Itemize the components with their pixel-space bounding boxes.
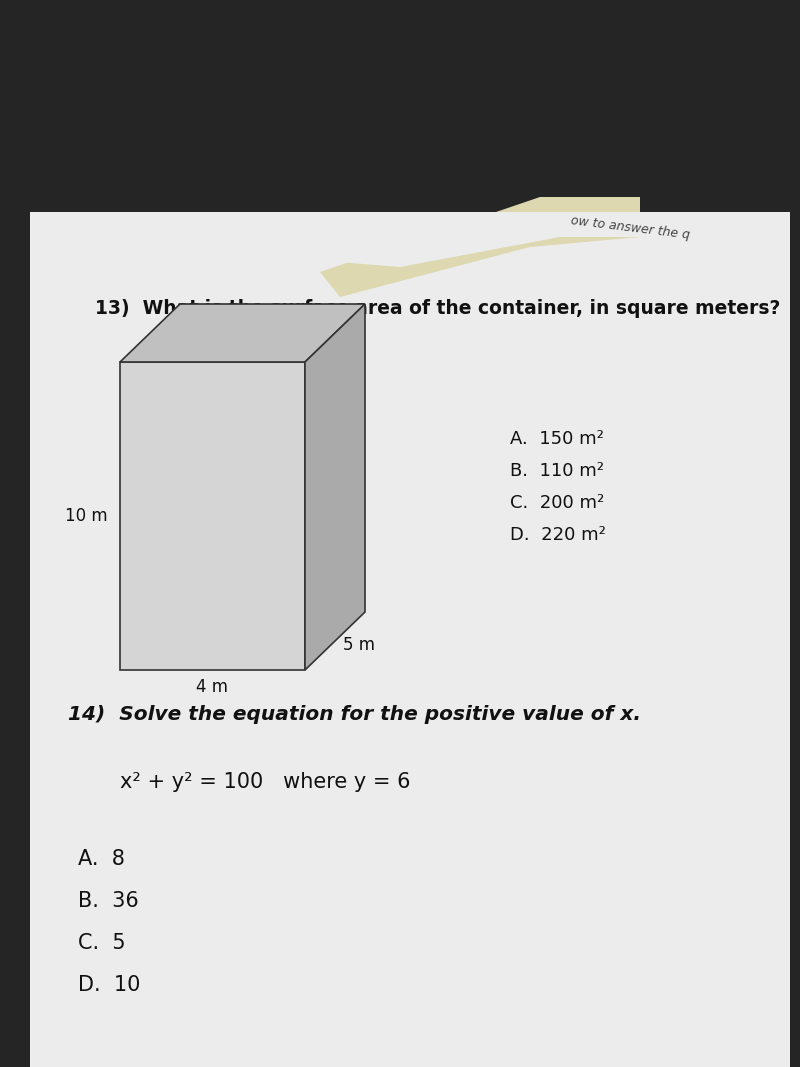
Text: D.  220 m²: D. 220 m² bbox=[510, 526, 606, 544]
Text: 10 m: 10 m bbox=[66, 507, 108, 525]
Polygon shape bbox=[30, 212, 790, 267]
Polygon shape bbox=[120, 304, 365, 362]
Polygon shape bbox=[320, 197, 640, 297]
Text: B.  36: B. 36 bbox=[78, 891, 138, 911]
Text: x² + y² = 100   where y = 6: x² + y² = 100 where y = 6 bbox=[120, 773, 410, 792]
Text: 4 m: 4 m bbox=[197, 678, 229, 696]
Text: D.  10: D. 10 bbox=[78, 975, 140, 996]
Text: 13)  What is the surface area of the container, in square meters?: 13) What is the surface area of the cont… bbox=[95, 299, 780, 318]
Polygon shape bbox=[120, 362, 305, 670]
Text: 14)  Solve the equation for the positive value of x.: 14) Solve the equation for the positive … bbox=[68, 705, 641, 724]
Text: ow to answer the q: ow to answer the q bbox=[570, 214, 690, 242]
Text: 5 m: 5 m bbox=[343, 636, 375, 654]
Text: C.  200 m²: C. 200 m² bbox=[510, 494, 604, 512]
Text: A.  150 m²: A. 150 m² bbox=[510, 430, 604, 448]
Polygon shape bbox=[305, 304, 365, 670]
Text: B.  110 m²: B. 110 m² bbox=[510, 462, 604, 480]
Text: A.  8: A. 8 bbox=[78, 849, 125, 869]
Bar bbox=[30, 212, 790, 1067]
Text: C.  5: C. 5 bbox=[78, 933, 126, 953]
